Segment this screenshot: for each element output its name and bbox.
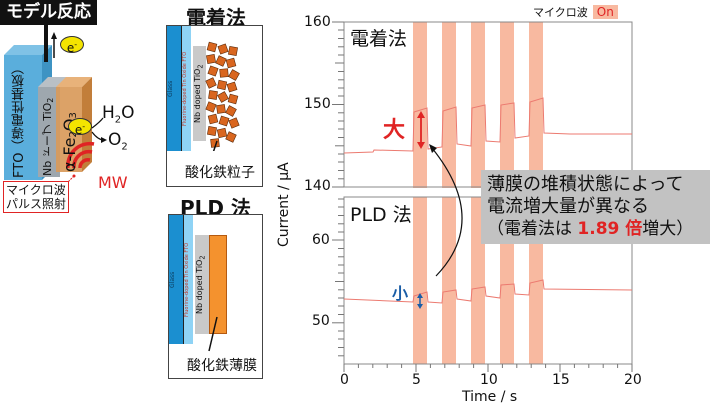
nb-tio2-layer: Nb doped TiO2 xyxy=(195,235,209,334)
y-tick-60: 60 xyxy=(312,232,330,248)
callout-line-3: （電着法は 1.89 倍増大） xyxy=(487,219,694,239)
small-double-arrow-icon xyxy=(417,293,423,309)
electron-badge-middle: e- xyxy=(68,118,92,137)
top-plot-title: 電着法 xyxy=(350,28,408,50)
o2-label: O2 xyxy=(108,130,128,153)
callout-line-2: 電流増大量が異なる xyxy=(487,196,649,217)
iron-oxide-film xyxy=(209,235,227,334)
legend-label: マイクロ波 xyxy=(533,6,588,19)
h2o-label: H2O xyxy=(102,103,135,126)
bottom-plot-title: PLD 法 xyxy=(350,204,412,226)
nb-tio2-layer: Nb doped TiO2 xyxy=(193,46,206,141)
mw-label: MW xyxy=(98,173,128,192)
callout-line-1: 薄膜の堆積状態によって xyxy=(487,174,684,195)
x-tick-5: 5 xyxy=(412,372,421,388)
large-double-arrow-icon xyxy=(417,111,425,149)
y-tick-140: 140 xyxy=(304,178,331,194)
electrodeposition-current-trace xyxy=(343,97,632,154)
legend-on-swatch: On xyxy=(592,5,618,19)
glass-layer: Glass xyxy=(167,26,181,151)
electron-badge-top: e- xyxy=(60,36,84,55)
glass-layer: Glass xyxy=(169,215,183,344)
x-tick-0: 0 xyxy=(340,372,349,388)
x-tick-10: 10 xyxy=(480,372,498,388)
fto-layer: Fluorine-doped Tin Oxide FTO xyxy=(183,215,193,344)
large-label: 大 xyxy=(383,118,406,143)
small-label: 小 xyxy=(392,284,409,303)
fto-layer: Fluorine-doped Tin Oxide FTO xyxy=(181,26,191,151)
x-tick-20: 20 xyxy=(624,372,642,388)
film-pointer xyxy=(208,316,218,352)
pld-caption: 酸化鉄薄膜 xyxy=(187,358,257,374)
mw-note: マイクロ波 パルス照射 xyxy=(3,181,70,213)
pld-panel: Glass Fluorine-doped Tin Oxide FTO Nb do… xyxy=(168,214,263,379)
callout-box: 薄膜の堆積状態によって 電流増大量が異なる （電着法は 1.89 倍増大） xyxy=(481,170,710,244)
ratio-value: 1.89 倍 xyxy=(577,219,643,239)
iron-oxide-particles xyxy=(205,41,240,151)
pld-current-trace xyxy=(343,279,633,304)
model-diagram xyxy=(4,24,107,182)
y-tick-150: 150 xyxy=(304,96,331,112)
electrodeposition-caption: 酸化鉄粒子 xyxy=(185,165,255,181)
x-axis-label: Time / s xyxy=(462,389,518,405)
microwave-icon xyxy=(66,141,95,169)
y-tick-50: 50 xyxy=(312,313,330,329)
model-title: モデル反応 xyxy=(0,0,97,25)
x-tick-15: 15 xyxy=(552,372,570,388)
y-tick-160: 160 xyxy=(304,14,331,30)
legend: マイクロ波 On xyxy=(533,4,618,20)
wire-icon xyxy=(44,24,48,62)
electrodeposition-panel: Glass Fluorine-doped Tin Oxide FTO Nb do… xyxy=(166,25,263,187)
